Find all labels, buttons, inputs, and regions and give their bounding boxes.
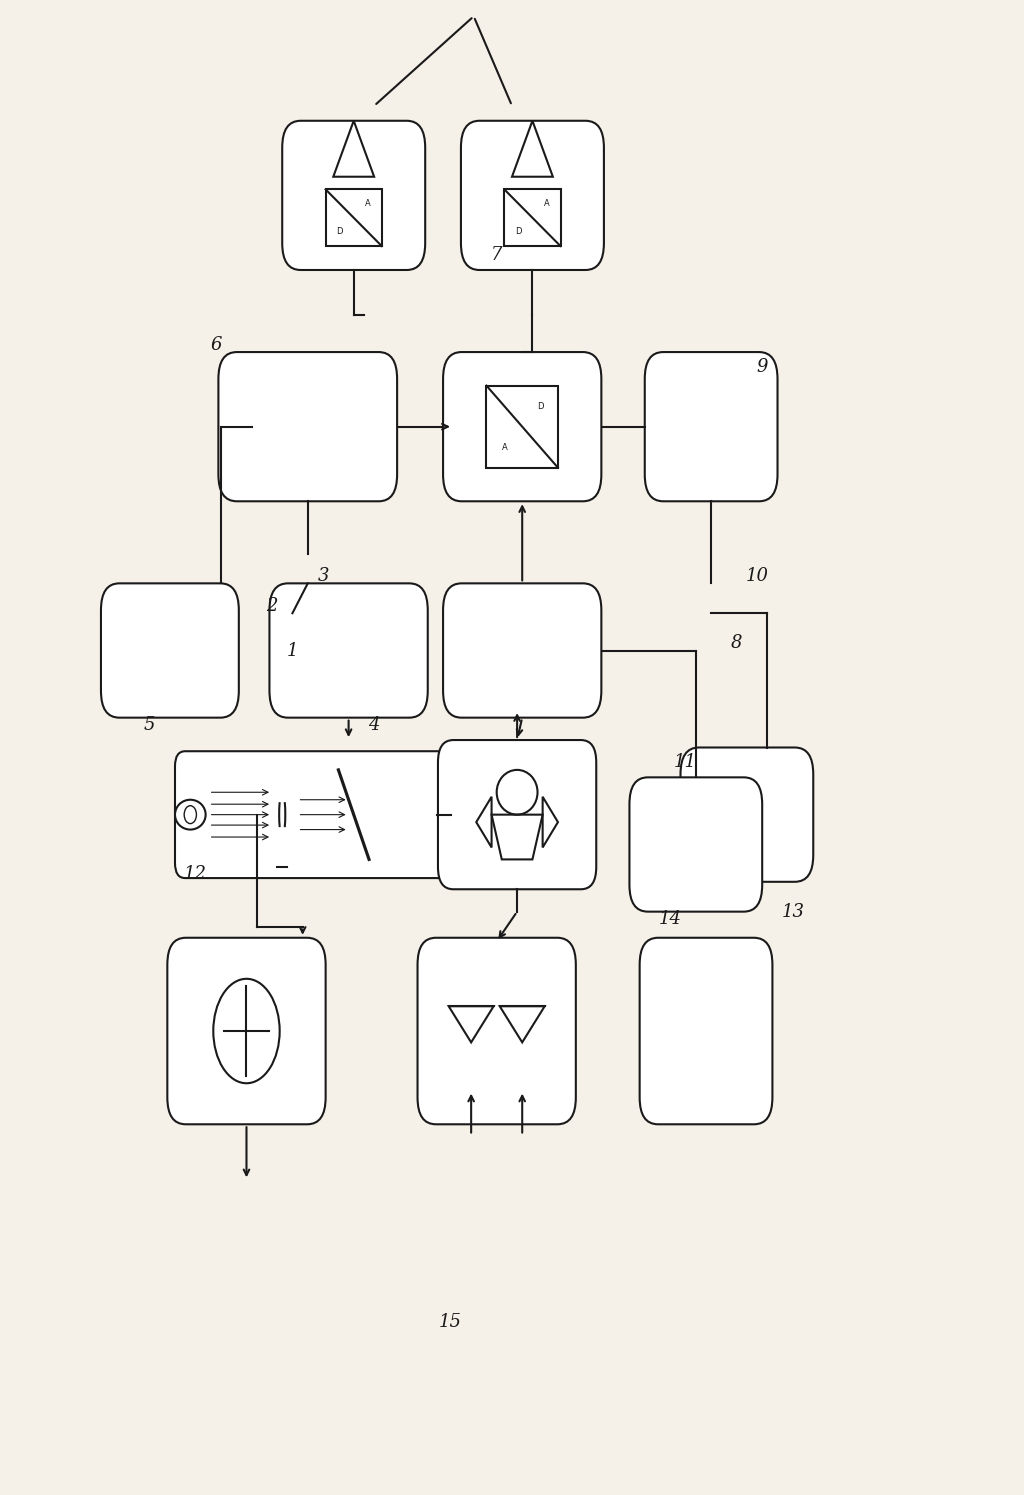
Text: 2: 2	[266, 597, 278, 614]
Text: A: A	[544, 199, 549, 208]
Text: 7: 7	[490, 247, 503, 265]
FancyBboxPatch shape	[283, 121, 425, 271]
Text: 6: 6	[210, 335, 221, 354]
Ellipse shape	[497, 770, 538, 815]
Ellipse shape	[175, 800, 206, 830]
FancyBboxPatch shape	[640, 937, 772, 1124]
FancyBboxPatch shape	[681, 748, 813, 882]
Text: A: A	[365, 199, 371, 208]
Text: 5: 5	[143, 716, 156, 734]
Text: 1: 1	[287, 641, 298, 659]
FancyBboxPatch shape	[175, 750, 451, 878]
FancyBboxPatch shape	[101, 583, 239, 718]
Text: D: D	[537, 402, 544, 411]
Ellipse shape	[213, 979, 280, 1084]
Text: D: D	[337, 227, 343, 236]
FancyBboxPatch shape	[218, 351, 397, 501]
FancyBboxPatch shape	[461, 121, 604, 271]
FancyBboxPatch shape	[418, 937, 575, 1124]
FancyBboxPatch shape	[269, 583, 428, 718]
FancyBboxPatch shape	[630, 777, 762, 912]
FancyBboxPatch shape	[438, 740, 596, 890]
Text: A: A	[502, 443, 507, 451]
Ellipse shape	[184, 806, 197, 824]
Bar	[486, 386, 558, 468]
FancyBboxPatch shape	[443, 583, 601, 718]
Text: 12: 12	[184, 866, 207, 884]
FancyBboxPatch shape	[645, 351, 777, 501]
Text: 8: 8	[731, 634, 742, 652]
Text: 11: 11	[674, 753, 697, 771]
Text: 4: 4	[369, 716, 380, 734]
Text: 3: 3	[317, 567, 329, 585]
Text: D: D	[515, 227, 521, 236]
Text: 13: 13	[781, 903, 804, 921]
Text: 15: 15	[439, 1313, 462, 1331]
FancyBboxPatch shape	[167, 937, 326, 1124]
Text: 9: 9	[757, 357, 768, 375]
FancyBboxPatch shape	[443, 351, 601, 501]
Text: 14: 14	[658, 910, 682, 928]
Text: 10: 10	[745, 567, 769, 585]
Bar	[505, 190, 560, 247]
Bar	[326, 190, 382, 247]
